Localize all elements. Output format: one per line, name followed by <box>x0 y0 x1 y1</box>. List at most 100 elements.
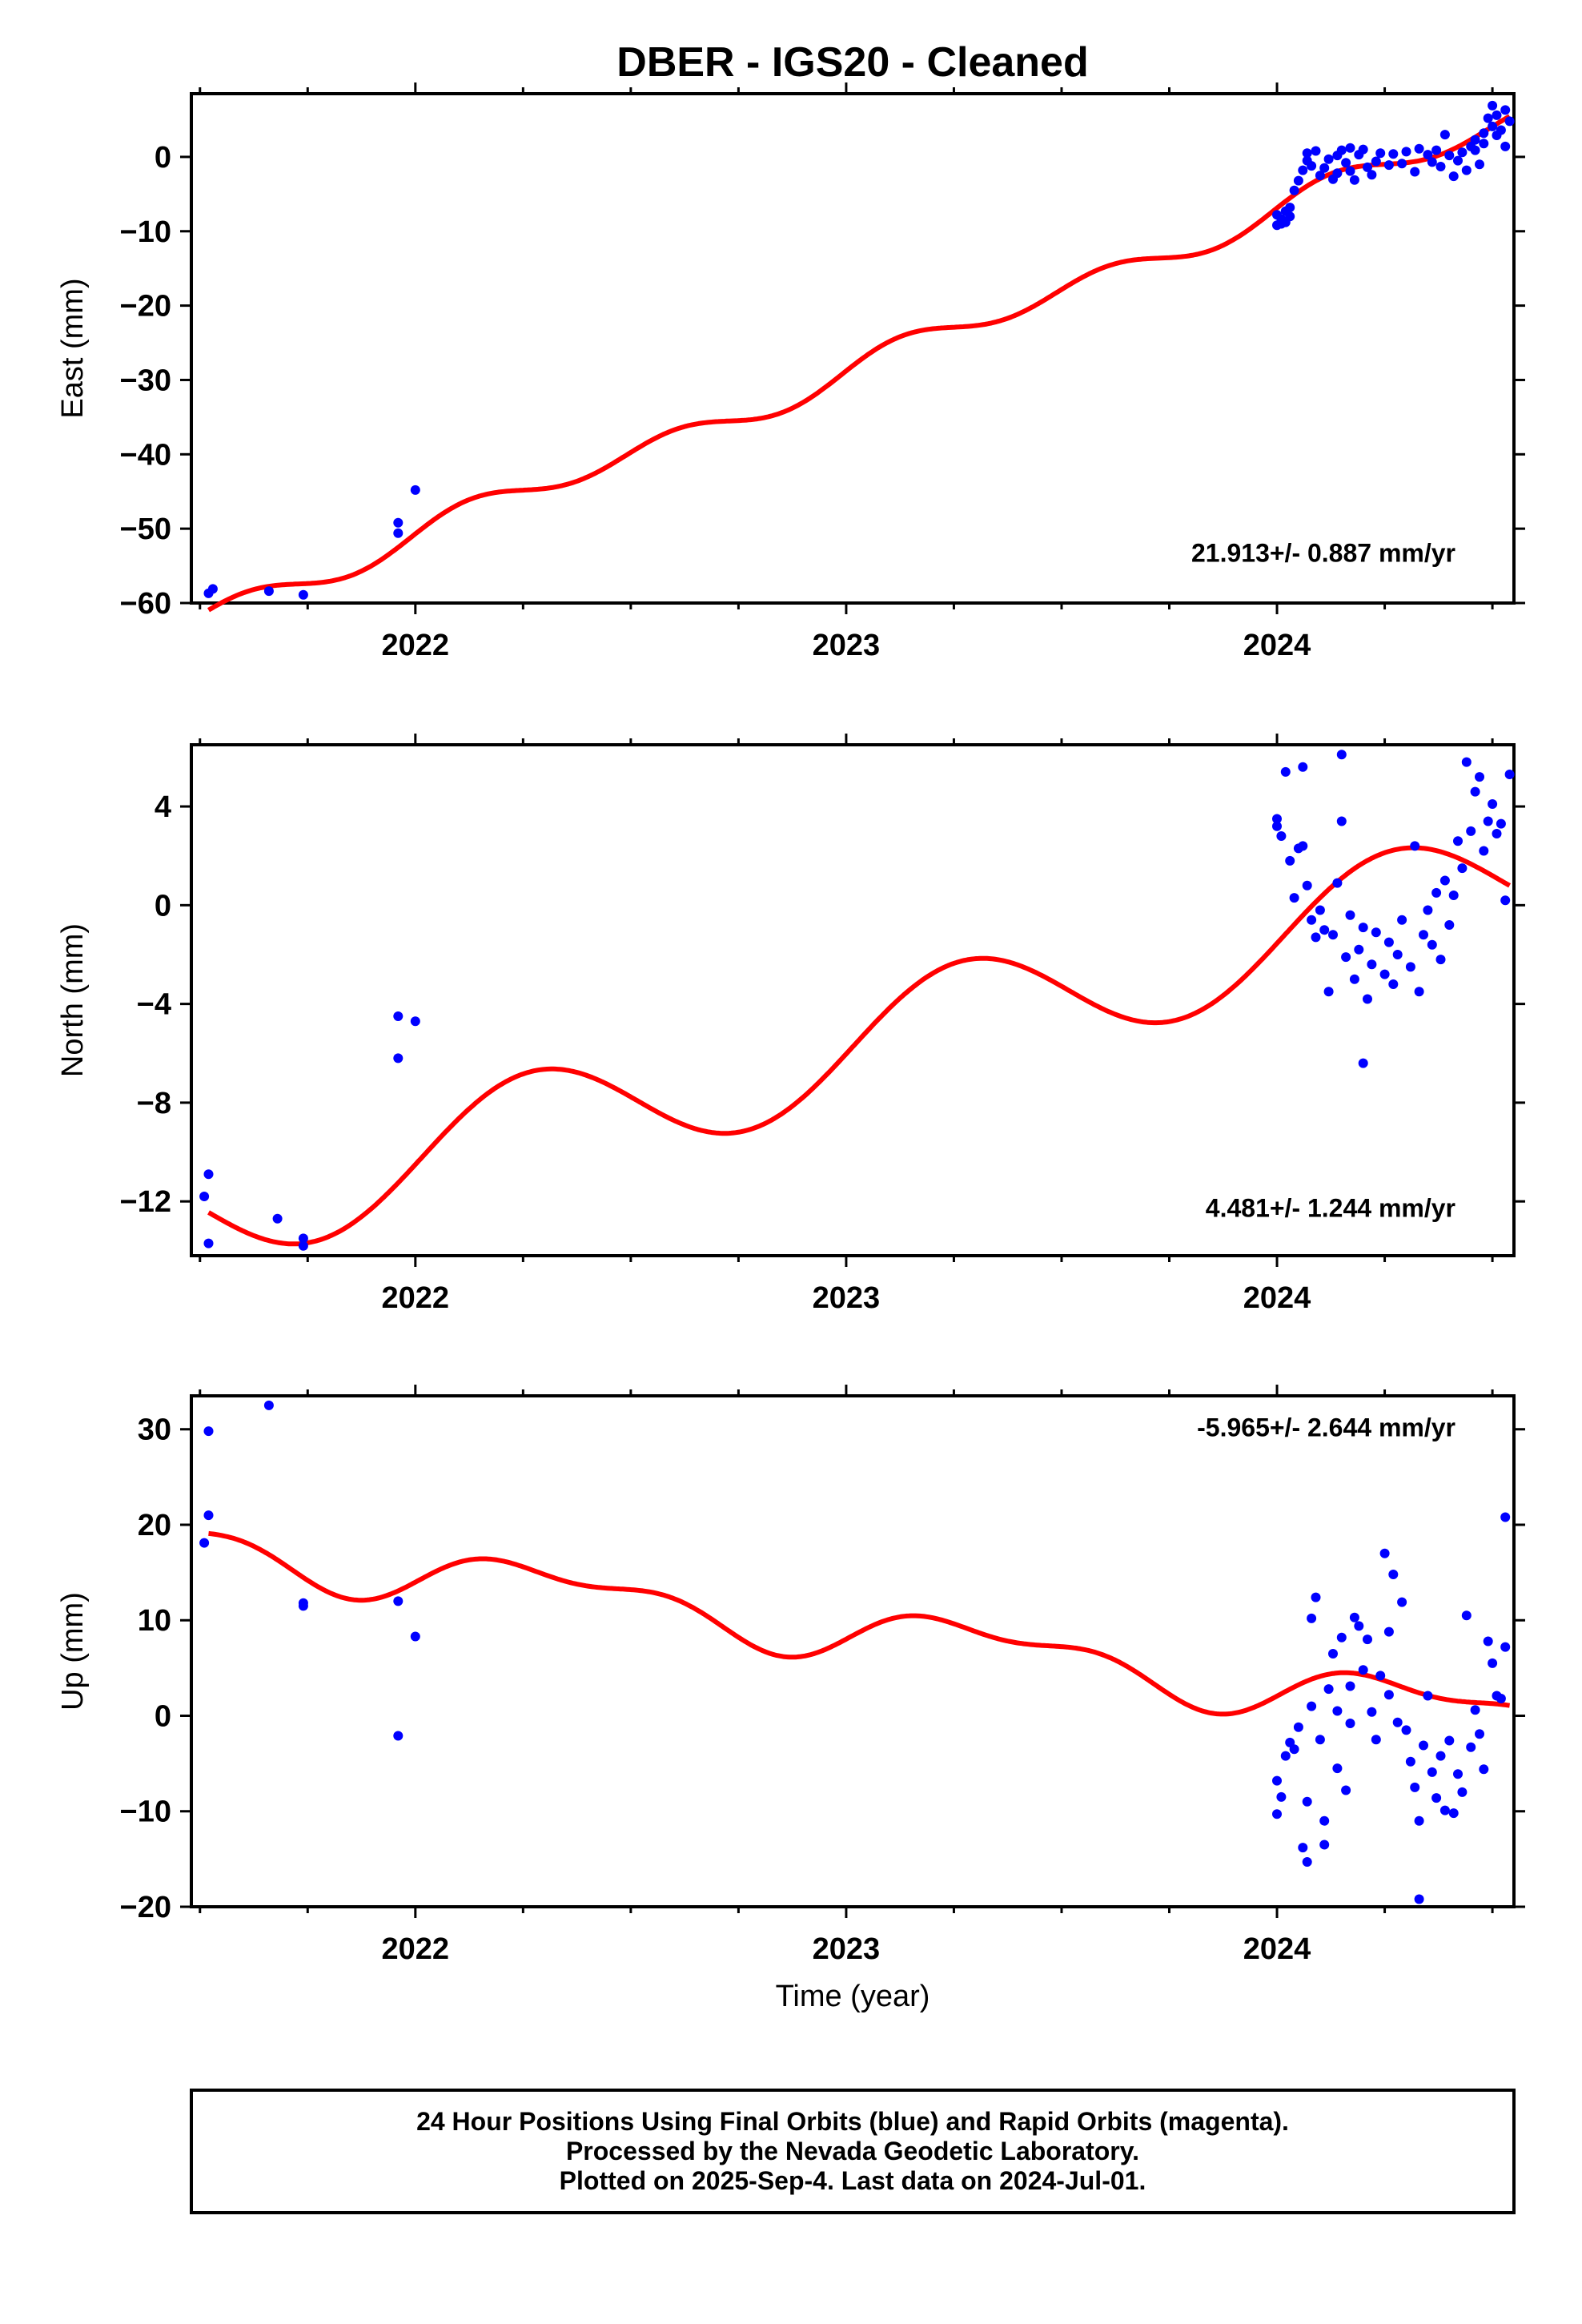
up-data-point <box>1383 1690 1394 1700</box>
north-data-point <box>1457 863 1468 874</box>
east-data-point <box>1397 159 1407 169</box>
east-data-point <box>1439 130 1450 140</box>
north-data-point <box>1272 814 1282 824</box>
up-data-point <box>1345 1719 1355 1728</box>
east-data-point <box>1349 175 1359 185</box>
north-data-point <box>1419 930 1428 940</box>
up-data-point <box>1444 1735 1455 1746</box>
up-data-point <box>1488 1658 1498 1668</box>
east-data-point <box>1457 147 1468 158</box>
east-data-point <box>1470 145 1480 155</box>
east-data-point <box>1285 203 1295 213</box>
north-data-point <box>393 1011 404 1021</box>
east-data-point <box>1504 116 1515 127</box>
up-data-point <box>1475 1729 1484 1739</box>
north-data-point <box>1285 855 1295 866</box>
east-data-point <box>1475 159 1484 170</box>
east-data-point <box>1345 166 1355 176</box>
north-data-point <box>1363 994 1372 1004</box>
up-data-point <box>1358 1665 1368 1675</box>
east-data-point <box>393 528 404 538</box>
up-data-point <box>1298 1843 1308 1853</box>
east-data-point <box>1363 162 1372 172</box>
east-data-point <box>1323 154 1334 164</box>
up-data-point <box>1280 1751 1291 1761</box>
east-data-point <box>1336 145 1347 155</box>
up-y-tick-label: 30 <box>138 1413 171 1447</box>
up-data-point <box>1307 1613 1317 1623</box>
footer-box <box>190 2089 1516 2214</box>
up-data-point <box>1483 1636 1493 1647</box>
north-data-point <box>1479 846 1489 856</box>
up-data-point <box>1461 1610 1472 1621</box>
east-data-point <box>1307 161 1317 171</box>
north-model-fit-line <box>207 845 1512 1247</box>
x-axis-label: Time (year) <box>776 1980 930 2013</box>
east-data-point <box>1293 175 1303 186</box>
up-data-point <box>1470 1705 1480 1715</box>
north-panel: 2022 2023 2024 −12 −8 −4 0 4 North (mm) 4.481+/- … <box>56 734 1525 1315</box>
north-y-tick-label: 4 <box>155 790 171 824</box>
east-x-tick-label: 2023 <box>813 629 881 662</box>
north-data-point <box>1302 880 1312 891</box>
north-data-point <box>1354 944 1364 955</box>
east-data-point <box>1492 110 1502 120</box>
up-data-point <box>1435 1751 1446 1761</box>
up-panel: 2022 2023 2024 −20 −10 0 10 20 30 Up (mm) -5.965+/… <box>56 1385 1525 1966</box>
up-data-point <box>298 1601 308 1611</box>
north-data-point <box>1466 826 1476 836</box>
east-data-point <box>1383 160 1394 171</box>
east-data-point <box>1371 156 1381 167</box>
up-x-tick-label: 2022 <box>382 1932 450 1966</box>
north-data-point <box>1423 905 1433 915</box>
east-data-point <box>1479 139 1489 149</box>
east-data-point <box>1488 121 1498 131</box>
east-data-point <box>1448 171 1459 182</box>
north-data-point <box>1496 818 1506 829</box>
north-data-point <box>1332 878 1343 888</box>
north-data-point <box>1358 923 1368 933</box>
east-data-point <box>1500 105 1511 115</box>
east-data-point <box>207 584 218 594</box>
north-data-point <box>1367 959 1377 970</box>
up-data-point <box>199 1538 210 1548</box>
up-data-point <box>1410 1782 1420 1792</box>
east-y-tick-label: −10 <box>120 215 171 249</box>
east-data-point <box>1435 162 1446 171</box>
up-data-point <box>1311 1592 1321 1602</box>
up-data-point <box>1388 1570 1399 1579</box>
up-data-point <box>1315 1735 1325 1745</box>
north-data-point <box>1307 915 1317 925</box>
figure-title: DBER - IGS20 - Cleaned <box>616 39 1088 86</box>
up-x-tick-label: 2023 <box>813 1932 881 1966</box>
east-rate-label: 21.913+/- 0.887 mm/yr <box>1191 538 1456 567</box>
north-rate-label: 4.481+/- 1.244 mm/yr <box>1206 1193 1456 1222</box>
up-data-point <box>1336 1632 1347 1642</box>
up-data-point <box>1500 1642 1511 1652</box>
up-y-tick-label: 0 <box>155 1699 171 1733</box>
footer-line-2: Processed by the Nevada Geodetic Laborat… <box>566 2137 1139 2165</box>
north-y-axis-label: North (mm) <box>56 923 90 1077</box>
east-y-tick-label: −50 <box>120 513 171 546</box>
east-y-tick-label: −30 <box>120 364 171 397</box>
up-data-point <box>1423 1691 1433 1701</box>
north-data-point <box>1453 836 1463 846</box>
east-data-point <box>1470 135 1480 145</box>
up-data-point <box>1289 1744 1299 1755</box>
east-data-point <box>1483 113 1493 123</box>
east-data-point <box>1298 165 1308 175</box>
up-data-point <box>1307 1701 1317 1711</box>
up-data-point <box>1496 1694 1506 1703</box>
east-data-point <box>1431 145 1442 155</box>
north-data-point <box>1272 821 1282 831</box>
north-data-point <box>1483 816 1493 826</box>
east-data-point <box>1345 143 1355 153</box>
north-data-point <box>1444 920 1455 930</box>
east-data-point <box>410 485 420 495</box>
north-data-point <box>1341 952 1351 963</box>
up-data-point <box>1427 1767 1437 1777</box>
north-data-point <box>1431 887 1442 898</box>
north-data-point <box>1298 841 1308 851</box>
north-y-tick-label: −4 <box>137 988 171 1022</box>
east-data-point <box>1414 143 1424 154</box>
